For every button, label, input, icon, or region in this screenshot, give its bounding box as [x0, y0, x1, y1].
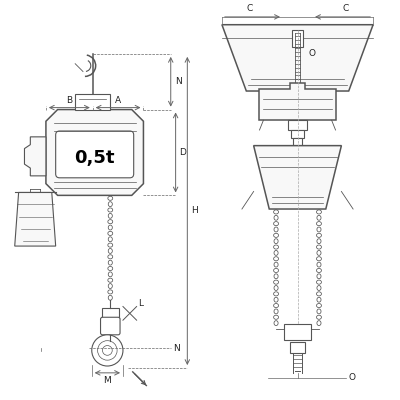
Bar	[292, 30, 303, 47]
Text: M: M	[104, 376, 111, 385]
Text: O: O	[308, 50, 315, 58]
Text: C: C	[343, 4, 349, 13]
Text: A: A	[115, 96, 121, 105]
Bar	[293, 138, 302, 146]
Polygon shape	[254, 146, 341, 209]
Text: C: C	[246, 4, 252, 13]
Circle shape	[92, 335, 123, 366]
Text: D: D	[180, 148, 186, 157]
Bar	[102, 308, 119, 319]
Text: H: H	[191, 206, 198, 216]
Polygon shape	[15, 192, 56, 246]
Text: N: N	[175, 77, 181, 86]
Circle shape	[102, 346, 112, 355]
Text: L: L	[138, 299, 144, 308]
FancyBboxPatch shape	[56, 131, 134, 178]
Bar	[284, 324, 311, 340]
Bar	[291, 130, 304, 138]
Text: N: N	[173, 344, 180, 353]
Polygon shape	[24, 137, 46, 176]
Polygon shape	[46, 110, 144, 195]
Polygon shape	[222, 25, 373, 91]
Bar	[75, 94, 110, 110]
Bar	[288, 120, 307, 130]
Bar	[290, 342, 305, 353]
Text: B: B	[66, 96, 72, 105]
Circle shape	[98, 341, 117, 360]
FancyBboxPatch shape	[100, 317, 120, 335]
Text: 0,5t: 0,5t	[74, 149, 115, 167]
Text: O: O	[348, 373, 355, 382]
Polygon shape	[260, 83, 336, 120]
